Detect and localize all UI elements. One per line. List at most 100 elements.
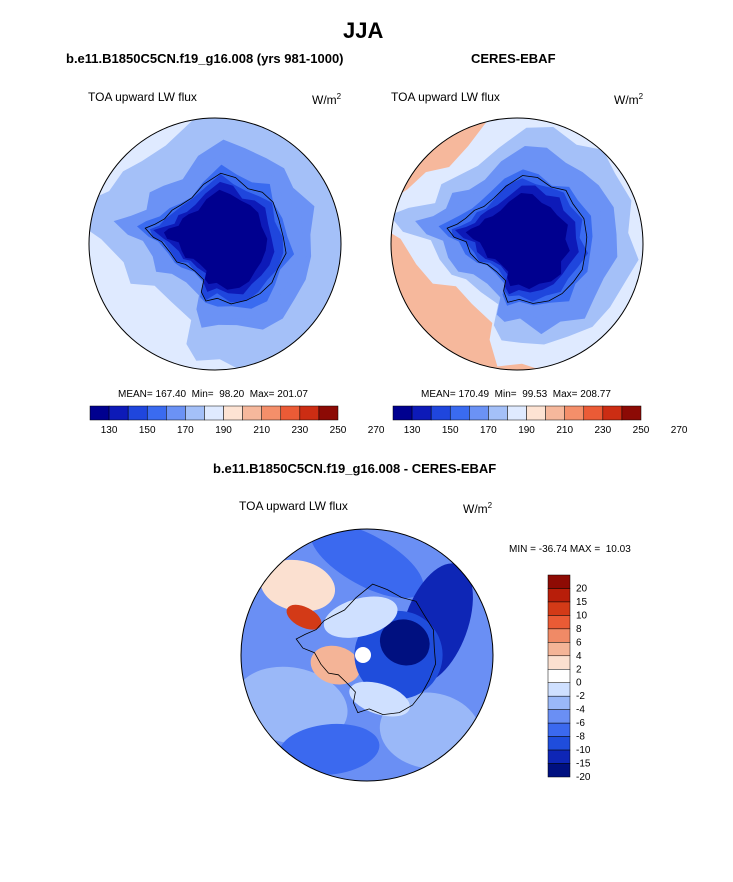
panel2-min: 99.53 (522, 389, 548, 400)
colorbar-tick-label: 4 (576, 651, 582, 662)
anomaly-patch (349, 681, 410, 717)
colorbar-swatch (127, 405, 148, 421)
panel3-min-label: MIN = (509, 544, 536, 555)
panel1-min: 98.20 (219, 389, 245, 400)
panel3-min: -36.74 (538, 544, 568, 555)
colorbar-swatch (411, 405, 432, 421)
colorbar-tick-label: 2 (576, 664, 582, 675)
colorbar-swatch (242, 405, 262, 421)
colorbar-tick-label: 20 (576, 583, 588, 594)
colorbar-swatch (185, 405, 205, 421)
panel1-max-label: Max= (249, 389, 275, 400)
colorbar-tick-label: 8 (576, 624, 582, 635)
panel1-min-label: Min= (191, 389, 214, 400)
panel1-map-border (88, 117, 342, 371)
colorbar-swatch (392, 405, 413, 421)
panel1-max: 201.07 (277, 389, 308, 400)
colorbar-tick-label: -15 (576, 759, 591, 770)
colorbar-tick-label: 270 (671, 425, 688, 436)
colorbar-tick-label: 150 (442, 425, 459, 436)
panel3-map-border (240, 528, 494, 782)
colorbar-tick-label: 130 (101, 425, 118, 436)
colorbar-tick-label: 250 (330, 425, 347, 436)
colorbar-swatch (547, 655, 571, 670)
colorbar-swatch (469, 405, 489, 421)
colorbar-swatch (261, 405, 282, 421)
colorbar-tick-label: 230 (595, 425, 612, 436)
coastline (446, 175, 588, 304)
panel2-min-label: Min= (494, 389, 517, 400)
colorbar-swatch (507, 405, 527, 421)
panel3-units: W/m2 (463, 501, 493, 516)
panel2-map (391, 118, 643, 370)
colorbar-swatch (108, 405, 129, 421)
panel2-mean: 170.49 (458, 389, 490, 400)
colorbar-tick-label: 230 (292, 425, 309, 436)
anomaly-patch (310, 529, 424, 599)
panel2-variable-label: TOA upward LW flux (391, 90, 500, 104)
colorbar-swatch (547, 682, 571, 697)
panel2-max: 208.77 (580, 389, 611, 400)
colorbar-tick-label: 15 (576, 597, 588, 608)
panel1-variable-label: TOA upward LW flux (88, 90, 197, 104)
colorbar-tick-label: -6 (576, 718, 585, 729)
colorbar-swatch (204, 405, 224, 421)
colorbar-tick-label: 270 (368, 425, 385, 436)
colorbar-tick-label: -8 (576, 732, 585, 743)
colorbar-tick-label: 250 (633, 425, 650, 436)
colorbar-swatch (146, 405, 167, 421)
colorbar-swatch (488, 405, 508, 421)
colorbar-swatch (166, 405, 186, 421)
colorbar-swatch (547, 709, 571, 724)
colorbar-tick-label: 210 (253, 425, 270, 436)
anomaly-patch (241, 666, 348, 745)
map-contour-band (172, 196, 259, 283)
coastline (295, 583, 437, 716)
colorbar-tick-label: 6 (576, 637, 582, 648)
panel1-map (89, 118, 341, 370)
panel1-mean-label: MEAN= (118, 389, 153, 400)
anomaly-patch (260, 559, 336, 612)
anomaly-patch (379, 619, 430, 666)
panel2-colorbar: 130 150 170 190 210 230 250 270 (392, 405, 688, 436)
colorbar-swatch (318, 405, 339, 421)
colorbar-swatch (621, 405, 642, 421)
pole-marker (355, 647, 371, 663)
panel3-title: b.e11.B1850C5CN.f19_g16.008 - CERES-EBAF (213, 461, 497, 476)
colorbar-swatch (547, 695, 571, 710)
colorbar-swatch (430, 405, 451, 421)
colorbar-swatch (583, 405, 604, 421)
anomaly-patch (279, 723, 380, 776)
panel3-stats: MIN = -36.74 MAX = 10.03 (509, 544, 631, 555)
panel3-variable-label: TOA upward LW flux (239, 499, 348, 513)
panel3-max: 10.03 (605, 544, 631, 555)
panel2-mean-label: MEAN= (421, 389, 456, 400)
colorbar-tick-label: 130 (404, 425, 421, 436)
panel2-max-label: Max= (552, 389, 578, 400)
panel2-map-border (390, 117, 644, 371)
colorbar-tick-label: 170 (177, 425, 194, 436)
colorbar-swatch (547, 615, 571, 630)
panel3-map (241, 529, 493, 781)
colorbar-swatch (547, 763, 571, 778)
panel1-colorbar: 130 150 170 190 210 230 250 270 (89, 405, 385, 436)
colorbar-tick-label: 0 (576, 678, 582, 689)
colorbar-swatch (223, 405, 243, 421)
panel2-title: CERES-EBAF (471, 51, 556, 66)
colorbar-swatch (547, 736, 571, 751)
colorbar-swatch (547, 574, 571, 589)
colorbar-swatch (547, 722, 571, 737)
colorbar-tick-label: -2 (576, 691, 585, 702)
colorbar-tick-label: -10 (576, 745, 591, 756)
colorbar-swatch (89, 405, 110, 421)
panel3-max-label: MAX = (569, 544, 601, 555)
colorbar-tick-label: -4 (576, 705, 585, 716)
panel1-stats: MEAN= 167.40 Min= 98.20 Max= 201.07 (118, 389, 308, 400)
colorbar-swatch (547, 749, 571, 764)
colorbar-swatch (602, 405, 623, 421)
colorbar-tick-label: 150 (139, 425, 156, 436)
colorbar-tick-label: -20 (576, 772, 591, 783)
colorbar-swatch (449, 405, 470, 421)
